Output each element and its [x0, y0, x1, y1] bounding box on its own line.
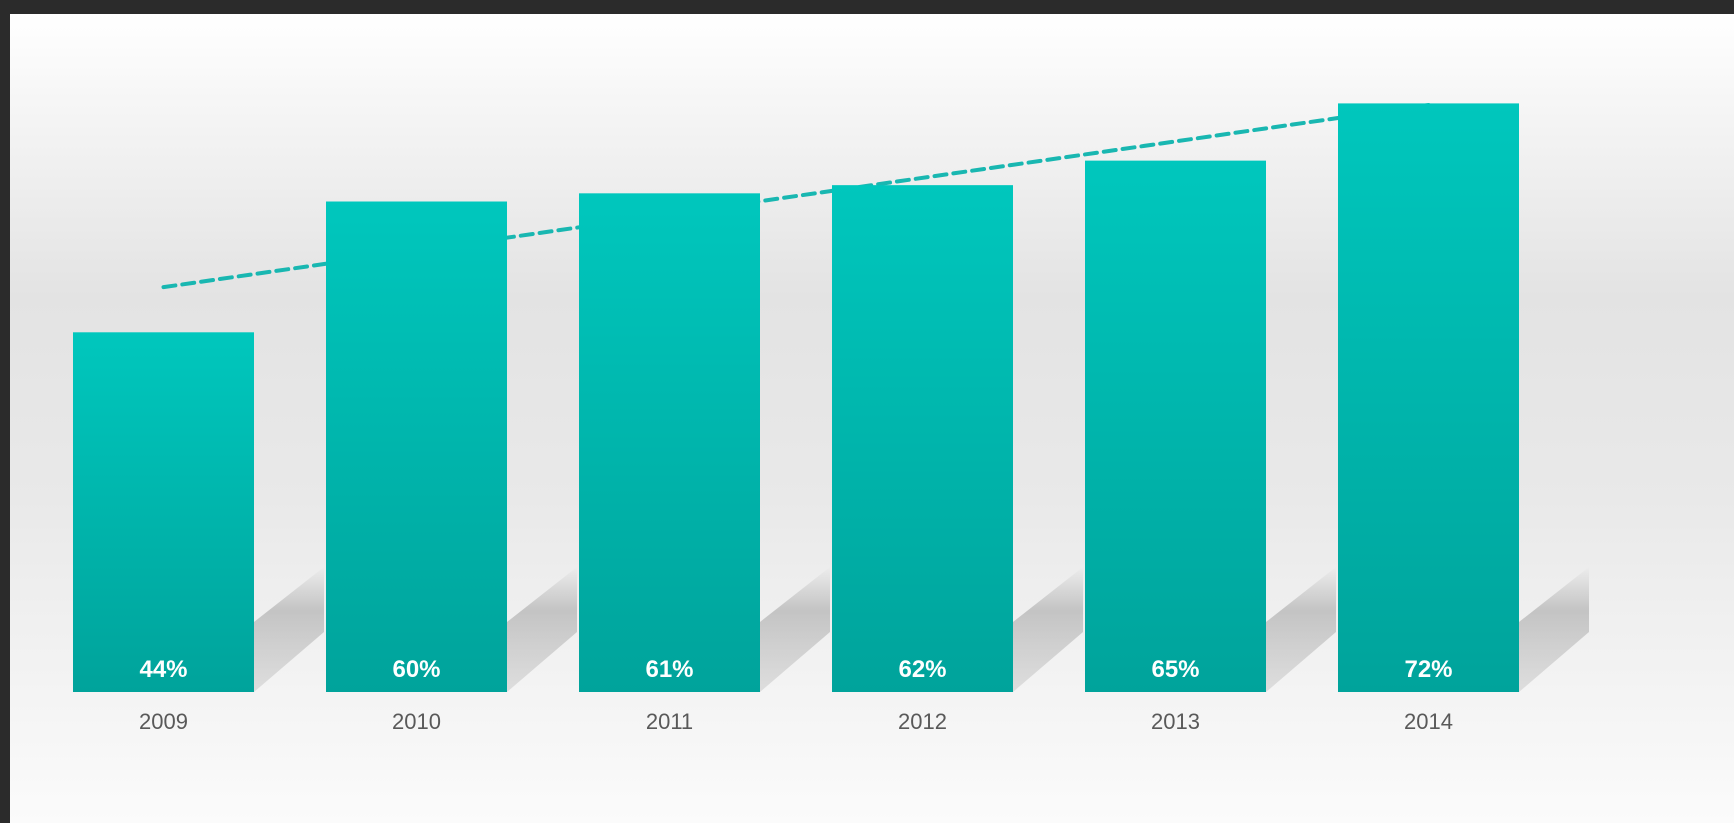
data-label-2013: 65%	[1151, 656, 1199, 683]
bar-shadow	[1013, 567, 1083, 692]
bar-chart: 44% 60% 61% 62% 65% 72% 2009 2010 2011 2012 2013 2…	[73, 102, 1589, 734]
data-label-2014: 72%	[1404, 656, 1452, 683]
bar-2012	[832, 185, 1013, 692]
bar-shadows	[254, 567, 1589, 692]
bar-shadow	[1266, 567, 1336, 692]
bar-shadow	[760, 567, 830, 692]
data-label-2011: 61%	[645, 656, 693, 683]
data-label-2010: 60%	[392, 656, 440, 683]
bar-2010	[326, 201, 507, 692]
bar-2014	[1338, 103, 1519, 692]
bar-shadow	[507, 567, 577, 692]
x-axis-tick-labels: 2009 2010 2011 2012 2013 2014	[139, 709, 1453, 734]
data-label-2012: 62%	[898, 656, 946, 683]
bar-2011	[579, 193, 760, 692]
x-tick-label-2009: 2009	[139, 709, 188, 734]
bars	[73, 103, 1519, 692]
data-labels: 44% 60% 61% 62% 65% 72%	[139, 656, 1452, 683]
x-tick-label-2012: 2012	[898, 709, 947, 734]
x-tick-label-2014: 2014	[1404, 709, 1453, 734]
x-tick-label-2013: 2013	[1151, 709, 1200, 734]
bar-shadow	[1519, 567, 1589, 692]
bar-shadow	[254, 567, 324, 692]
chart-frame: 44% 60% 61% 62% 65% 72% 2009 2010 2011 2012 2013 2…	[10, 14, 1734, 823]
x-tick-label-2011: 2011	[646, 709, 693, 734]
bar-2013	[1085, 160, 1266, 692]
bar-2009	[73, 332, 254, 692]
x-tick-label-2010: 2010	[392, 709, 441, 734]
data-label-2009: 44%	[139, 656, 187, 683]
